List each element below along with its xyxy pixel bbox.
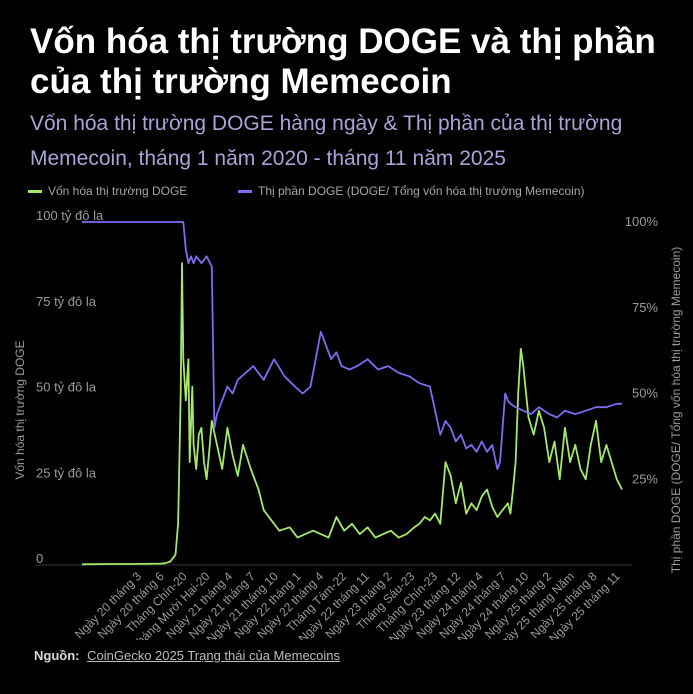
y-left-axis-title: Vốn hóa thị trường DOGE (13, 340, 27, 479)
legend-swatch-mcap (28, 189, 42, 193)
source-footer: Nguồn: CoinGecko 2025 Trạng thái của Mem… (34, 648, 340, 663)
series-line-mcap (81, 262, 623, 566)
y-left-tick-label: 100 tỷ đô la (36, 208, 104, 223)
legend-label-dominance: Thị phần DOGE (DOGE/ Tổng vốn hóa thị tr… (258, 184, 585, 198)
source-link[interactable]: CoinGecko 2025 Trạng thái của Memecoins (87, 648, 341, 663)
y-right-axis-title: Thị phần DOGE (DOGE/ Tổng vốn hóa thị tr… (669, 247, 683, 573)
series-line-dominance (82, 221, 622, 470)
y-right-tick-label: 100% (625, 214, 659, 229)
y-right-tick-label: 50% (632, 386, 658, 401)
legend-item-mcap[interactable]: Vốn hóa thị trường DOGE (28, 184, 187, 198)
y-right-tick-label: 25% (632, 471, 658, 486)
y-left-tick-label: 25 tỷ đô la (36, 465, 97, 480)
chart-legend: Vốn hóa thị trường DOGE Thị phần DOGE (D… (28, 182, 688, 202)
legend-swatch-dominance (238, 189, 252, 193)
legend-label-mcap: Vốn hóa thị trường DOGE (48, 184, 188, 198)
legend-item-dominance[interactable]: Thị phần DOGE (DOGE/ Tổng vốn hóa thị tr… (238, 184, 584, 198)
source-label: Nguồn: (34, 648, 80, 663)
y-left-tick-label: 75 tỷ đô la (36, 294, 97, 309)
y-left-tick-label: 50 tỷ đô la (36, 380, 97, 395)
chart-title: Vốn hóa thị trường DOGE và thị phần của … (30, 22, 656, 101)
chart-subtitle: Vốn hóa thị trường DOGE hàng ngày & Thị … (30, 112, 623, 170)
y-left-tick-label: 0 (36, 551, 43, 566)
y-right-tick-label: 75% (632, 300, 658, 315)
chart-canvas: 0 25 tỷ đô la 50 tỷ đô la 75 tỷ đô la 100 tỷ… (13, 208, 683, 640)
